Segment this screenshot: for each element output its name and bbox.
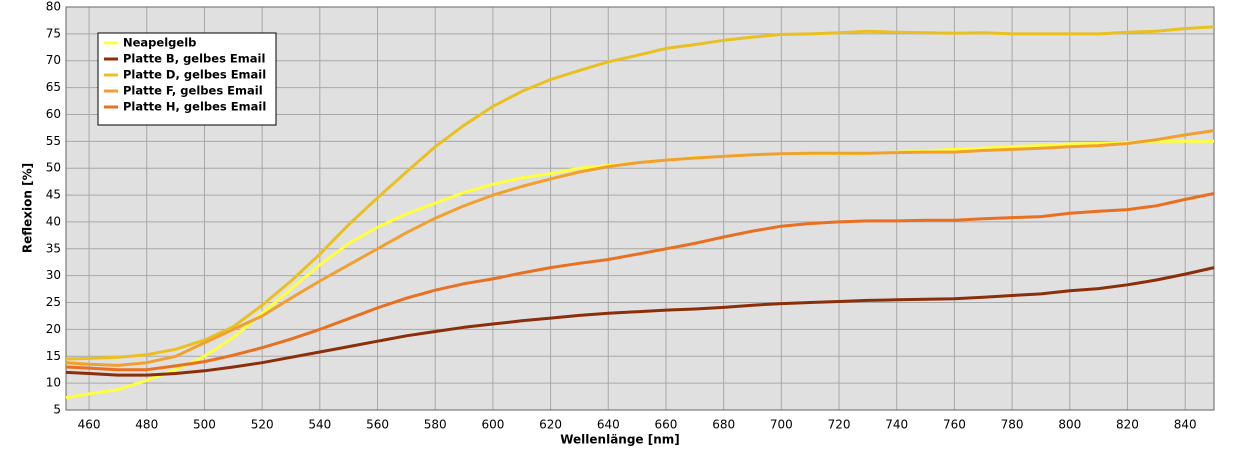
x-tick-label: 520 xyxy=(251,418,274,432)
legend-box xyxy=(97,32,277,126)
y-tick-label: 30 xyxy=(46,268,61,282)
x-tick-label: 600 xyxy=(481,418,504,432)
x-tick-label: 760 xyxy=(943,418,966,432)
y-tick-label: 55 xyxy=(46,134,61,148)
x-tick-label: 680 xyxy=(712,418,735,432)
y-tick-label: 65 xyxy=(46,80,61,94)
y-tick-label: 40 xyxy=(46,214,61,228)
data-line xyxy=(65,25,1215,361)
y-tick-label: 5 xyxy=(53,403,61,417)
legend-label: Platte B, gelbes Email xyxy=(123,52,265,66)
y-tick-label: 20 xyxy=(46,322,61,336)
y-axis-label: Reflexion [%] xyxy=(21,163,35,253)
y-tick-label: 10 xyxy=(46,376,61,390)
y-tick-label: 70 xyxy=(46,53,61,67)
legend-label: Platte H, gelbes Email xyxy=(123,100,266,114)
x-axis-label: Wellenlänge [nm] xyxy=(560,433,680,447)
y-tick-label: 75 xyxy=(46,26,61,40)
y-tick-label: 80 xyxy=(46,0,61,14)
legend-label: Platte D, gelbes Email xyxy=(123,68,266,82)
data-line xyxy=(65,192,1215,372)
x-tick-label: 500 xyxy=(193,418,216,432)
x-tick-label: 540 xyxy=(308,418,331,432)
data-line xyxy=(65,266,1215,377)
x-tick-label: 740 xyxy=(885,418,908,432)
legend-label: Neapelgelb xyxy=(123,36,196,50)
x-tick-label: 580 xyxy=(424,418,447,432)
x-tick-label: 820 xyxy=(1116,418,1139,432)
plot-frame xyxy=(65,6,1215,411)
x-tick-label: 700 xyxy=(770,418,793,432)
x-tick-label: 460 xyxy=(78,418,101,432)
y-tick-label: 15 xyxy=(46,349,61,363)
x-tick-label: 660 xyxy=(655,418,678,432)
x-tick-label: 720 xyxy=(828,418,851,432)
y-tick-label: 50 xyxy=(46,161,61,175)
x-tick-label: 480 xyxy=(135,418,158,432)
x-tick-label: 800 xyxy=(1058,418,1081,432)
x-tick-label: 620 xyxy=(539,418,562,432)
x-tick-label: 780 xyxy=(1001,418,1024,432)
y-tick-label: 45 xyxy=(46,188,61,202)
y-tick-label: 35 xyxy=(46,241,61,255)
legend: Neapelgelb Platte B, gelbes Email Platte D… xyxy=(97,32,277,126)
y-tick-label: 60 xyxy=(46,107,61,121)
legend-label: Platte F, gelbes Email xyxy=(123,84,263,98)
y-tick-label: 25 xyxy=(46,295,61,309)
data-line xyxy=(65,129,1215,367)
x-tick-label: 640 xyxy=(597,418,620,432)
x-tick-label: 560 xyxy=(366,418,389,432)
x-tick-label: 840 xyxy=(1174,418,1197,432)
